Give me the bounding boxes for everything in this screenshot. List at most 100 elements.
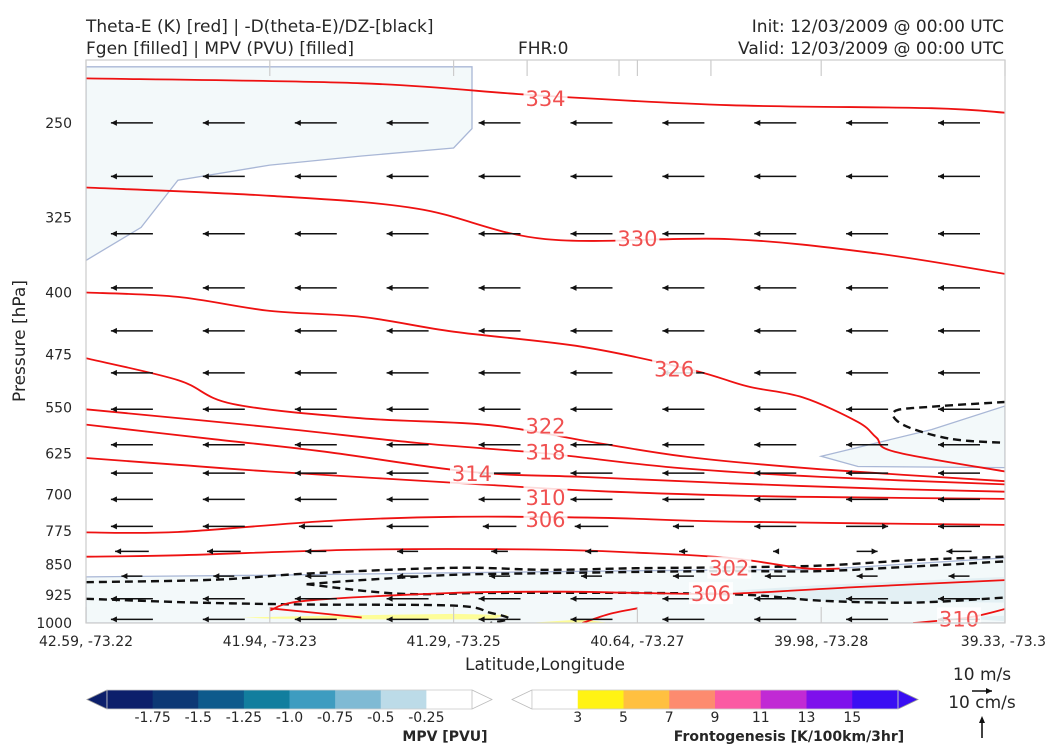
- wind-vector-head: [294, 119, 301, 126]
- wind-vector-head: [478, 441, 485, 448]
- wind-vector-head: [846, 441, 853, 448]
- wind-vector-head: [570, 616, 577, 623]
- wind-vector-head: [938, 230, 944, 237]
- theta-e-contour-5: [86, 423, 1005, 493]
- wind-vector-head: [110, 441, 117, 448]
- wind-vector-head: [294, 230, 301, 237]
- theta-e-contour-11: [269, 607, 362, 619]
- wind-vector-head: [110, 470, 117, 477]
- wind-vector-head: [202, 284, 209, 291]
- wind-vector-head: [202, 523, 209, 530]
- wind-vector-head: [946, 548, 953, 555]
- theta-e-contour-9: [269, 579, 1005, 612]
- vector-key-u-label: 10 m/s: [953, 665, 1011, 685]
- wind-vector-head: [570, 173, 577, 180]
- theta-e-label-4: 318: [525, 440, 565, 464]
- vector-key-w-label: 10 cm/s: [948, 693, 1016, 713]
- wind-vector-head: [386, 284, 393, 291]
- wind-vector-head: [294, 595, 301, 602]
- dthetae-dz-contour-2: [86, 597, 510, 623]
- wind-vector-head: [581, 573, 587, 580]
- wind-vector-head: [938, 327, 944, 334]
- wind-vector-head: [207, 548, 213, 555]
- wind-vector-head: [662, 327, 669, 334]
- wind-vector-head: [662, 173, 669, 180]
- wind-vector-head: [386, 523, 393, 530]
- theta-e-contour-8: [86, 548, 840, 570]
- wind-vector-head: [386, 616, 393, 623]
- wind-vector-head: [491, 548, 498, 555]
- wind-vector-head: [110, 523, 117, 530]
- y-tick-label: 1000: [36, 616, 72, 632]
- wind-vector-head: [846, 119, 853, 126]
- mpv-colorbar-tick: -1.0: [276, 710, 303, 726]
- wind-vector-head: [202, 496, 209, 503]
- y-tick-label: 325: [45, 211, 72, 227]
- fgen-colorbar-high-extend: [897, 689, 919, 710]
- wind-vector-head: [754, 369, 761, 376]
- theta-e-label-3: 322: [525, 414, 565, 438]
- wind-vector-head: [938, 470, 944, 477]
- fgen-colorbar-tick: 3: [573, 710, 582, 726]
- wind-vector-head: [846, 496, 853, 503]
- wind-vector-head: [938, 173, 944, 180]
- wind-vector-head: [846, 470, 853, 477]
- theta-e-label-0: 334: [525, 87, 565, 111]
- theta-e-label-bg-6: [523, 485, 568, 508]
- dthetae-dz-contour-0: [86, 555, 1005, 584]
- mpv-colorbar: -1.75 -1.5 -1.25 -1.0 -0.75 -0.5 -0.25: [86, 689, 493, 726]
- fgen-colorbar-low-extend: [511, 689, 533, 710]
- wind-vector-head: [662, 284, 669, 291]
- theta-e-contour-1: [86, 186, 1005, 275]
- title-left-line2: Fgen [filled] | MPV (PVU) [filled]: [86, 39, 354, 59]
- wind-vector-head: [478, 595, 485, 602]
- x-tick-label: 41.94, -73.23: [223, 634, 317, 650]
- wind-vector-head: [202, 369, 209, 376]
- wind-vector-head: [938, 284, 944, 291]
- theta-e-contour-2: [86, 291, 1005, 473]
- wind-vector-head: [585, 548, 592, 555]
- wind-vector-head: [478, 406, 485, 413]
- wind-vector-head: [386, 406, 393, 413]
- theta-e-label-1: 330: [617, 227, 657, 251]
- wind-vector-head: [110, 369, 117, 376]
- wind-vector-head: [570, 470, 577, 477]
- wind-vector-head: [846, 284, 853, 291]
- mpv-colorbar-frame: [106, 689, 473, 710]
- wind-vector-head: [662, 470, 669, 477]
- wind-vector-head: [110, 119, 117, 126]
- mpv-colorbar-swatch: [198, 690, 245, 709]
- x-axis-label: Latitude,Longitude: [465, 655, 625, 675]
- y-tick-label: 925: [45, 588, 72, 604]
- wind-vector-head: [938, 441, 944, 448]
- wind-vector-head: [938, 595, 944, 602]
- wind-vector-head: [672, 523, 679, 530]
- wind-vector-head: [294, 616, 301, 623]
- theta-e-contour-7: [86, 515, 1005, 534]
- theta-e-label-7: 306: [525, 508, 565, 532]
- theta-e-label-bg-2: [652, 357, 697, 380]
- wind-vector-head: [386, 230, 393, 237]
- x-tick-label: 41.29, -73.25: [407, 634, 501, 650]
- init-time: Init: 12/03/2009 @ 00:00 UTC: [752, 17, 1004, 37]
- fgen-colorbar-tick: 13: [798, 710, 816, 726]
- wind-vector-head: [478, 327, 485, 334]
- theta-e-label-bg-4: [523, 440, 568, 463]
- fgen-colorbar-swatch: [577, 690, 624, 709]
- fgen-colorbar-swatch: [852, 690, 899, 709]
- wind-vector-head: [386, 496, 393, 503]
- mpv-colorbar-tick: -0.75: [317, 710, 353, 726]
- theta-e-label-9: 306: [691, 582, 731, 606]
- axes: 250 325 400 475 550 625 700 775 850 925 1000 42.59,…: [36, 60, 1046, 650]
- wind-vector-head: [938, 496, 944, 503]
- wind-vector-head: [110, 327, 117, 334]
- fgen-colorbar-tick: 9: [711, 710, 720, 726]
- wind-vector-head: [478, 173, 485, 180]
- theta-e-contour-layer: [86, 77, 1005, 623]
- wind-vector-head: [202, 470, 209, 477]
- mpv-colorbar-swatch: [243, 690, 290, 709]
- wind-vector-head: [938, 369, 944, 376]
- wind-vector-head: [202, 595, 209, 602]
- fgen-colorbar-tick: 7: [665, 710, 674, 726]
